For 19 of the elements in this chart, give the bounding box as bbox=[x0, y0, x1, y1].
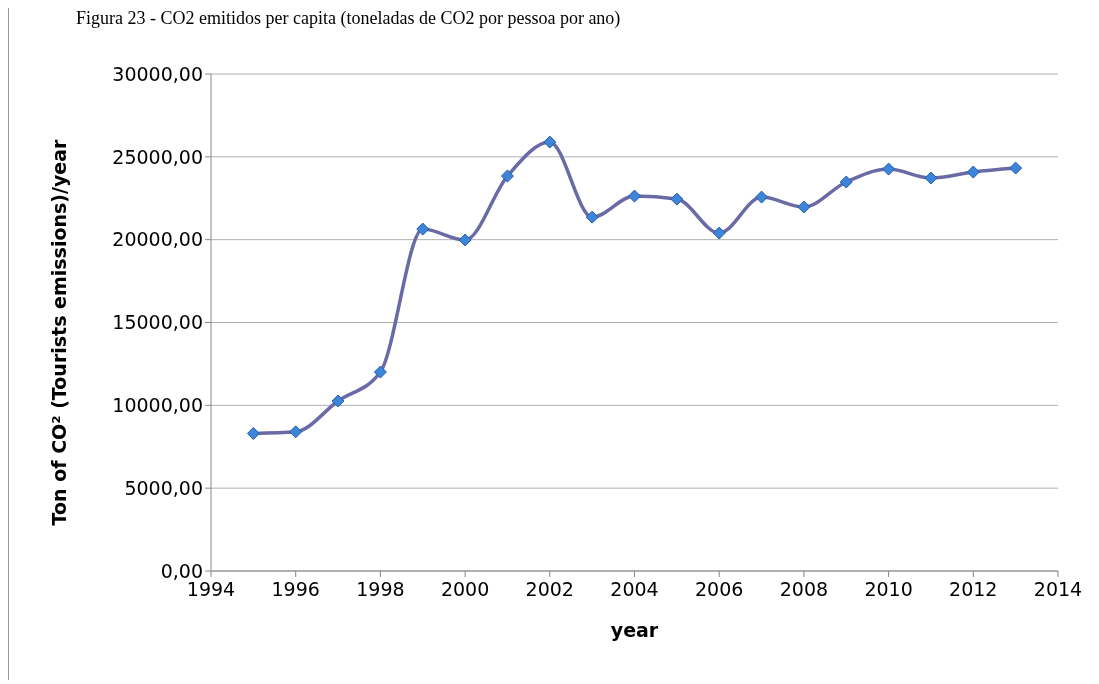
x-tick-label: 1996 bbox=[271, 578, 320, 601]
chart-title: Figura 23 - CO2 emitidos per capita (toneladas de CO2 por pessoa por ano) bbox=[76, 8, 622, 30]
x-tick-label: 2004 bbox=[610, 578, 659, 601]
x-tick-label: 2010 bbox=[864, 578, 913, 601]
x-tick-label: 2014 bbox=[1033, 578, 1083, 601]
x-tick-label: 1998 bbox=[356, 578, 405, 601]
x-axis-title: year bbox=[610, 619, 659, 641]
y-axis-title: Ton of CO² (Tourists emissions)/year bbox=[47, 138, 70, 526]
y-tick-label: 5000,00 bbox=[124, 476, 203, 499]
x-tick-label: 2000 bbox=[440, 578, 490, 601]
x-tick-label: 2006 bbox=[695, 578, 744, 601]
y-tick-label: 30000,00 bbox=[112, 62, 203, 85]
y-tick-label: 20000,00 bbox=[112, 228, 203, 251]
y-tick-label: 15000,00 bbox=[112, 311, 203, 334]
x-tick-label: 2002 bbox=[525, 578, 574, 601]
x-tick-label: 2012 bbox=[949, 578, 998, 601]
y-tick-label: 25000,00 bbox=[112, 145, 203, 168]
y-tick-label: 10000,00 bbox=[112, 394, 203, 417]
x-tick-label: 2008 bbox=[779, 578, 829, 601]
